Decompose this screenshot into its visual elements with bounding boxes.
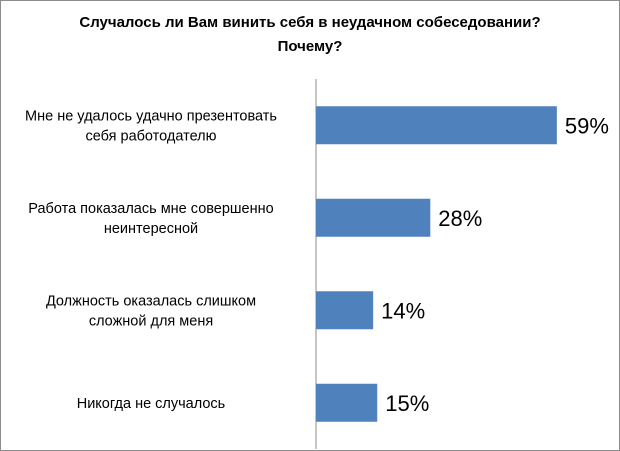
value-label-2: 28% — [438, 206, 482, 231]
category-label-2-line-2: неинтересной — [104, 221, 198, 237]
value-label-1: 59% — [565, 113, 609, 138]
category-label-3: Должность оказалась слишком сложной для м… — [46, 293, 256, 329]
category-label-4-line-1: Никогда не случалось — [77, 396, 226, 412]
category-label-1: Мне не удалось удачно презентовать себя р… — [25, 108, 277, 144]
chart-title: Случалось ли Вам винить себя в неудачном… — [1, 11, 619, 59]
category-label-4: Никогда не случалось — [77, 396, 226, 412]
category-label-2-line-1: Работа показалась мне совершенно — [28, 201, 273, 217]
category-label-3-line-2: сложной для меня — [89, 313, 213, 329]
bar-1 — [316, 106, 557, 145]
chart-title-line-2: Почему? — [277, 38, 343, 55]
category-label-3-line-1: Должность оказалась слишком — [46, 293, 256, 309]
category-label-1-line-1: Мне не удалось удачно презентовать — [25, 108, 277, 124]
value-label-4: 15% — [385, 391, 429, 416]
value-label-3: 14% — [381, 298, 425, 323]
bar-3 — [316, 291, 374, 330]
category-label-1-line-2: себя работодателю — [85, 128, 216, 144]
chart-title-line-1: Случалось ли Вам винить себя в неудачном… — [79, 14, 541, 31]
bar-2 — [316, 198, 431, 237]
category-label-2: Работа показалась мне совершенно неинтере… — [28, 201, 273, 237]
bar-4 — [316, 383, 378, 422]
